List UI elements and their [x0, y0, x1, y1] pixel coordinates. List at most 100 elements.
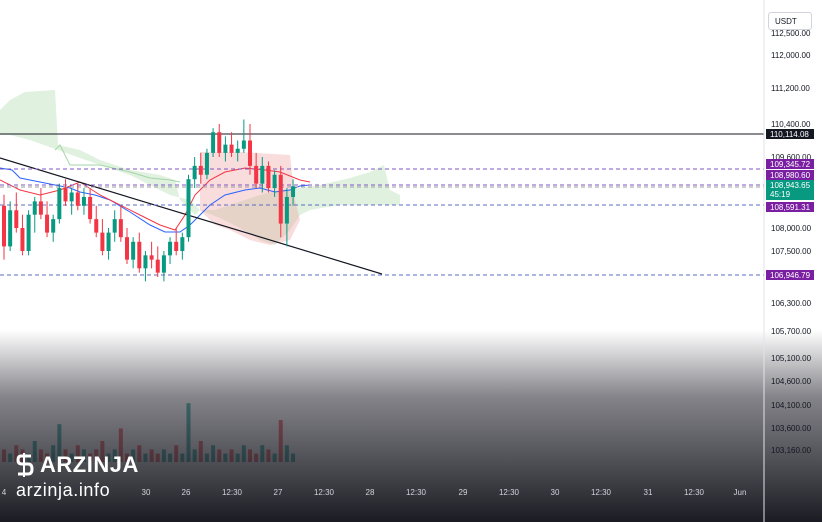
candle-body [2, 205, 6, 247]
time-tick-label: 30 [551, 488, 560, 497]
candle-body [118, 219, 123, 238]
bottom-shade [0, 330, 822, 522]
candle-body [94, 219, 99, 233]
price-tick-label: 112,500.00 [771, 29, 811, 38]
price-tick-label: 105,700.00 [771, 327, 812, 336]
time-tick-label: 12:30 [406, 488, 427, 497]
watermark-logo: ARZINJA arzinja.info [16, 452, 139, 501]
candle-body [223, 144, 228, 153]
countdown-label: 45:19 [770, 190, 791, 199]
price-tag [766, 129, 814, 139]
time-tick-label: 12:30 [591, 488, 612, 497]
logo-icon [16, 453, 34, 477]
currency-label[interactable]: USDT [768, 12, 812, 30]
price-tick-label: 104,100.00 [771, 401, 812, 410]
price-tag [766, 270, 814, 280]
candle-body [106, 232, 111, 251]
candle-body [217, 132, 222, 153]
time-tick-label: 12:30 [314, 488, 335, 497]
candle-body [137, 241, 142, 269]
candle-body [229, 144, 234, 153]
candle-body [235, 148, 240, 153]
price-tag-label: 108,943.65 [770, 181, 811, 190]
price-tag [766, 170, 814, 180]
candle-body [14, 210, 19, 228]
price-tag-label: 110,114.08 [770, 130, 809, 139]
candle-body [38, 201, 43, 215]
candle-body [186, 179, 191, 238]
candle-body [45, 214, 50, 233]
candle-body [20, 228, 25, 251]
time-tick-label: 27 [274, 488, 283, 497]
price-tag-label: 106,946.79 [770, 271, 811, 280]
price-tick-label: 111,200.00 [771, 84, 810, 93]
trend-lines [0, 133, 764, 276]
time-tick-label: 12:30 [222, 488, 243, 497]
candle-body [180, 237, 185, 251]
price-tick-label: 110,400.00 [771, 120, 811, 129]
candle-body [260, 165, 265, 184]
price-tick-label: 103,600.00 [771, 424, 812, 433]
price-tick-label: 109,600.00 [771, 153, 812, 162]
candle-body [8, 210, 13, 247]
candle-body [284, 196, 289, 224]
kijun-line [0, 167, 311, 233]
candle-body [75, 192, 80, 206]
price-tick-label: 104,600.00 [771, 377, 812, 386]
price-tick-label: 108,000.00 [771, 224, 812, 233]
candle-body [32, 201, 37, 215]
candle-body [211, 132, 216, 153]
candle-body [149, 255, 154, 260]
candle-body [272, 174, 277, 189]
time-tick-label: 28 [366, 488, 375, 497]
price-tag-label: 108,591.31 [770, 203, 811, 212]
price-axis[interactable]: 112,500.00 112,000.00 111,200.00 110,400.00… [771, 29, 812, 455]
trendline-down [0, 157, 383, 275]
candle-body [161, 255, 166, 273]
candle-body [198, 165, 203, 175]
kumo-bullish [0, 90, 400, 245]
candle-body [291, 186, 296, 197]
candle-body [155, 259, 160, 273]
price-tick-label: 106,300.00 [771, 299, 812, 308]
candles [2, 119, 296, 282]
candle-body [69, 192, 74, 202]
price-tag-label: 109,345.72 [770, 160, 811, 169]
time-tick-label: 26 [182, 488, 191, 497]
time-tick-label: 4 [2, 488, 7, 497]
candle-body [26, 214, 31, 251]
candle-body [112, 219, 117, 233]
candle-body [174, 241, 179, 251]
price-tick-label: 112,000.00 [771, 51, 811, 60]
candle-body [125, 237, 129, 260]
candle-body [81, 196, 86, 206]
candle-body [192, 165, 197, 180]
candle-body [88, 196, 93, 220]
price-tick-label: 103,160.00 [771, 446, 812, 455]
time-axis[interactable]: 4 30 26 12:30 27 12:30 28 12:30 29 12:30 30 12:30 31… [2, 488, 747, 497]
price-tag [766, 202, 814, 212]
time-tick-label: 31 [644, 488, 653, 497]
logo-url: arzinja.info [16, 480, 111, 500]
price-tick-label: 107,500.00 [771, 247, 812, 256]
price-tag [766, 159, 814, 169]
time-tick-label: 12:30 [499, 488, 520, 497]
candle-body [51, 219, 56, 233]
time-tick-label: 29 [459, 488, 468, 497]
time-tick-label: 12:30 [684, 488, 705, 497]
candle-body [204, 152, 209, 175]
time-tick-label: 30 [142, 488, 151, 497]
price-tags: 110,114.08 109,345.72 108,980.60108,943.65… [766, 129, 814, 280]
price-tag-label: 108,980.60 [770, 171, 811, 180]
candle-body [143, 255, 148, 269]
candle-body [254, 165, 259, 184]
candle-body [63, 188, 68, 202]
candle-body [266, 165, 271, 189]
candle-body [241, 140, 246, 149]
candle-body [57, 188, 62, 220]
price-tag [766, 180, 814, 200]
logo-name: ARZINJA [40, 452, 139, 477]
candle-body [248, 140, 252, 166]
candle-body [100, 232, 105, 251]
